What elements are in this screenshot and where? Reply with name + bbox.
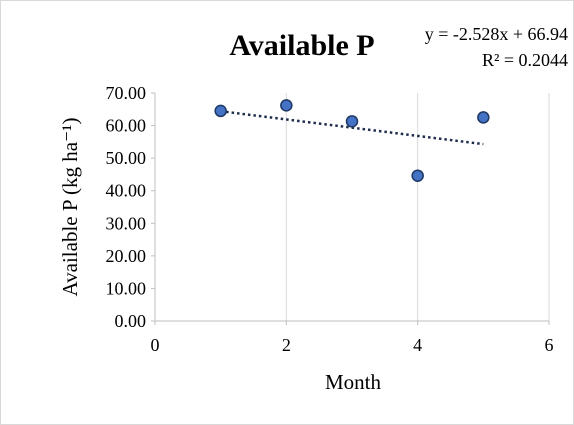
y-tick-label: 70.00 <box>106 83 147 103</box>
y-tick-label: 40.00 <box>106 181 147 201</box>
y-tick-label: 30.00 <box>106 213 147 233</box>
trendline-equation: y = -2.528x + 66.94 <box>425 24 568 44</box>
y-axis-label: Available P (kg ha⁻¹) <box>58 118 82 297</box>
data-point <box>411 169 424 182</box>
axis-layer <box>151 92 550 325</box>
x-tick-label: 6 <box>545 335 554 355</box>
x-tick-label: 2 <box>282 335 291 355</box>
y-tick-label: 0.00 <box>115 311 147 331</box>
chart-title: Available P <box>229 29 374 62</box>
tick-layer: 0.00 10.00 20.00 30.00 40.00 50.00 60.00 70.00 0… <box>106 83 554 355</box>
x-tick-label: 4 <box>413 335 422 355</box>
data-point <box>345 115 359 128</box>
y-tick-label: 10.00 <box>106 278 147 298</box>
data-point <box>477 111 490 124</box>
x-axis-label: Month <box>325 370 382 394</box>
trend-layer <box>220 109 484 146</box>
trendline-r-squared: R² = 0.2044 <box>482 50 568 70</box>
trendline <box>220 109 484 146</box>
y-tick-label: 60.00 <box>106 116 147 136</box>
data-point <box>280 99 293 112</box>
point-layer <box>214 99 490 182</box>
x-tick-label: 0 <box>151 335 160 355</box>
data-point <box>214 104 227 118</box>
grid-layer <box>285 93 550 321</box>
y-tick-label: 50.00 <box>106 148 147 168</box>
y-tick-label: 20.00 <box>106 246 147 266</box>
